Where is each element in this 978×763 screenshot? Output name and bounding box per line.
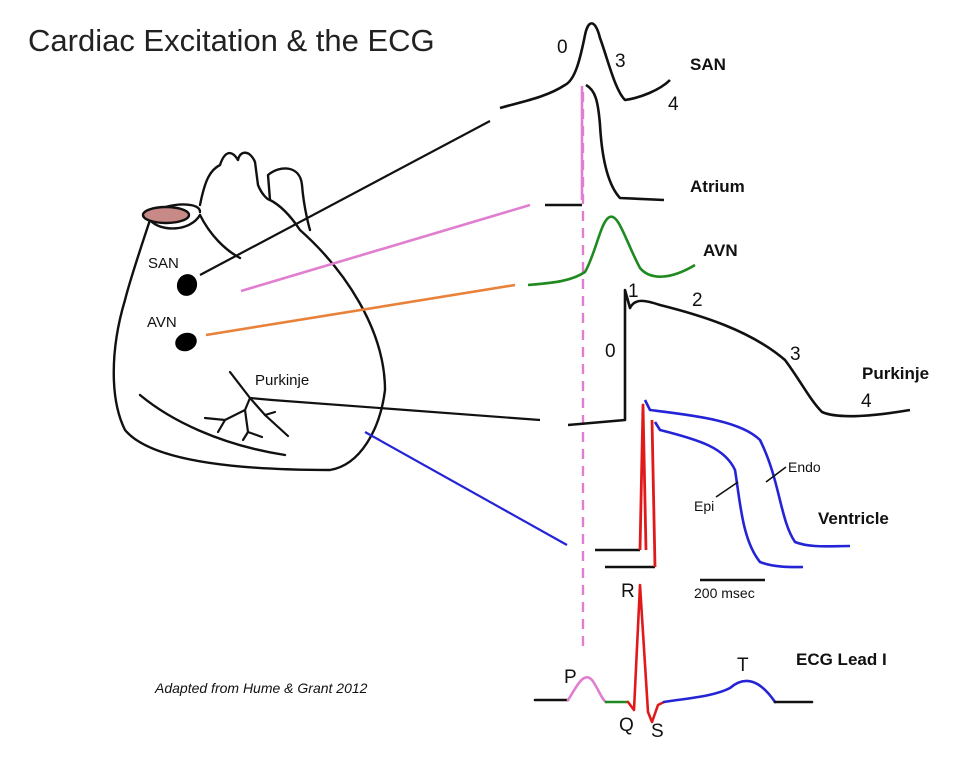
ventricle-depolarization	[638, 403, 657, 568]
connector-san	[199, 120, 491, 276]
ecg-qrs-complex	[626, 583, 666, 724]
connector-atrium	[240, 203, 531, 293]
san-trace-label: SAN	[690, 55, 726, 74]
ecg-p-label: P	[564, 667, 577, 688]
heart-aorta	[198, 151, 272, 207]
ecg-trace-label: ECG Lead I	[796, 650, 887, 669]
connector-ventricle	[364, 431, 568, 546]
purkinje-tree	[203, 370, 290, 442]
ventricle-epi-action-potential	[653, 421, 804, 569]
heart-right-atrium	[148, 213, 202, 230]
source-credit: Adapted from Hume & Grant 2012	[154, 680, 368, 696]
san-phase-4: 4	[668, 94, 679, 115]
atrium-action-potential	[545, 83, 665, 207]
purkinje-phase-1: 1	[628, 281, 639, 302]
heart-inner-ridge	[198, 213, 242, 260]
avn-action-potential	[527, 215, 696, 287]
ventricle-endo-action-potential	[643, 399, 851, 548]
purkinje-phase-4: 4	[861, 391, 872, 412]
page-title: Cardiac Excitation & the ECG	[28, 23, 435, 58]
ventricle-endo-label: Endo	[788, 459, 821, 475]
san-node	[176, 274, 198, 296]
purkinje-action-potential	[567, 288, 911, 427]
san-action-potential	[499, 22, 671, 110]
san-phase-0: 0	[557, 37, 568, 58]
purkinje-phase-3: 3	[790, 344, 801, 365]
atrium-trace-label: Atrium	[690, 177, 745, 196]
avn-node	[175, 332, 197, 352]
purkinje-phase-0: 0	[605, 341, 616, 362]
ventricle-trace-label: Ventricle	[818, 509, 889, 528]
heart-lower-curve	[138, 393, 287, 457]
ecg-t-label: T	[737, 655, 749, 676]
ventricle-epi-pointer	[715, 481, 739, 498]
ventricle-baseline	[595, 548, 655, 569]
heart-san-label: SAN	[148, 255, 179, 272]
avn-trace-label: AVN	[703, 241, 738, 260]
ecg-lead-i-trace	[533, 583, 814, 724]
heart-purkinje-label: Purkinje	[255, 372, 309, 389]
ecg-s-label: S	[651, 721, 664, 742]
heart-outline	[112, 167, 387, 472]
purkinje-phase-2: 2	[692, 290, 703, 311]
ventricle-epi-label: Epi	[694, 498, 714, 514]
ecg-t-wave	[662, 679, 777, 704]
superior-vena-cava-opening	[141, 205, 191, 225]
san-phase-3: 3	[615, 51, 626, 72]
ventricle-endo-pointer	[765, 466, 787, 483]
heart-avn-label: AVN	[147, 314, 177, 331]
ecg-r-label: R	[621, 581, 635, 602]
ecg-q-label: Q	[619, 715, 634, 736]
time-scale-label: 200 msec	[694, 585, 755, 601]
connector-avn	[205, 283, 516, 337]
connector-purkinje	[271, 398, 541, 422]
ecg-p-wave	[566, 676, 608, 704]
purkinje-trace-label: Purkinje	[862, 364, 929, 383]
